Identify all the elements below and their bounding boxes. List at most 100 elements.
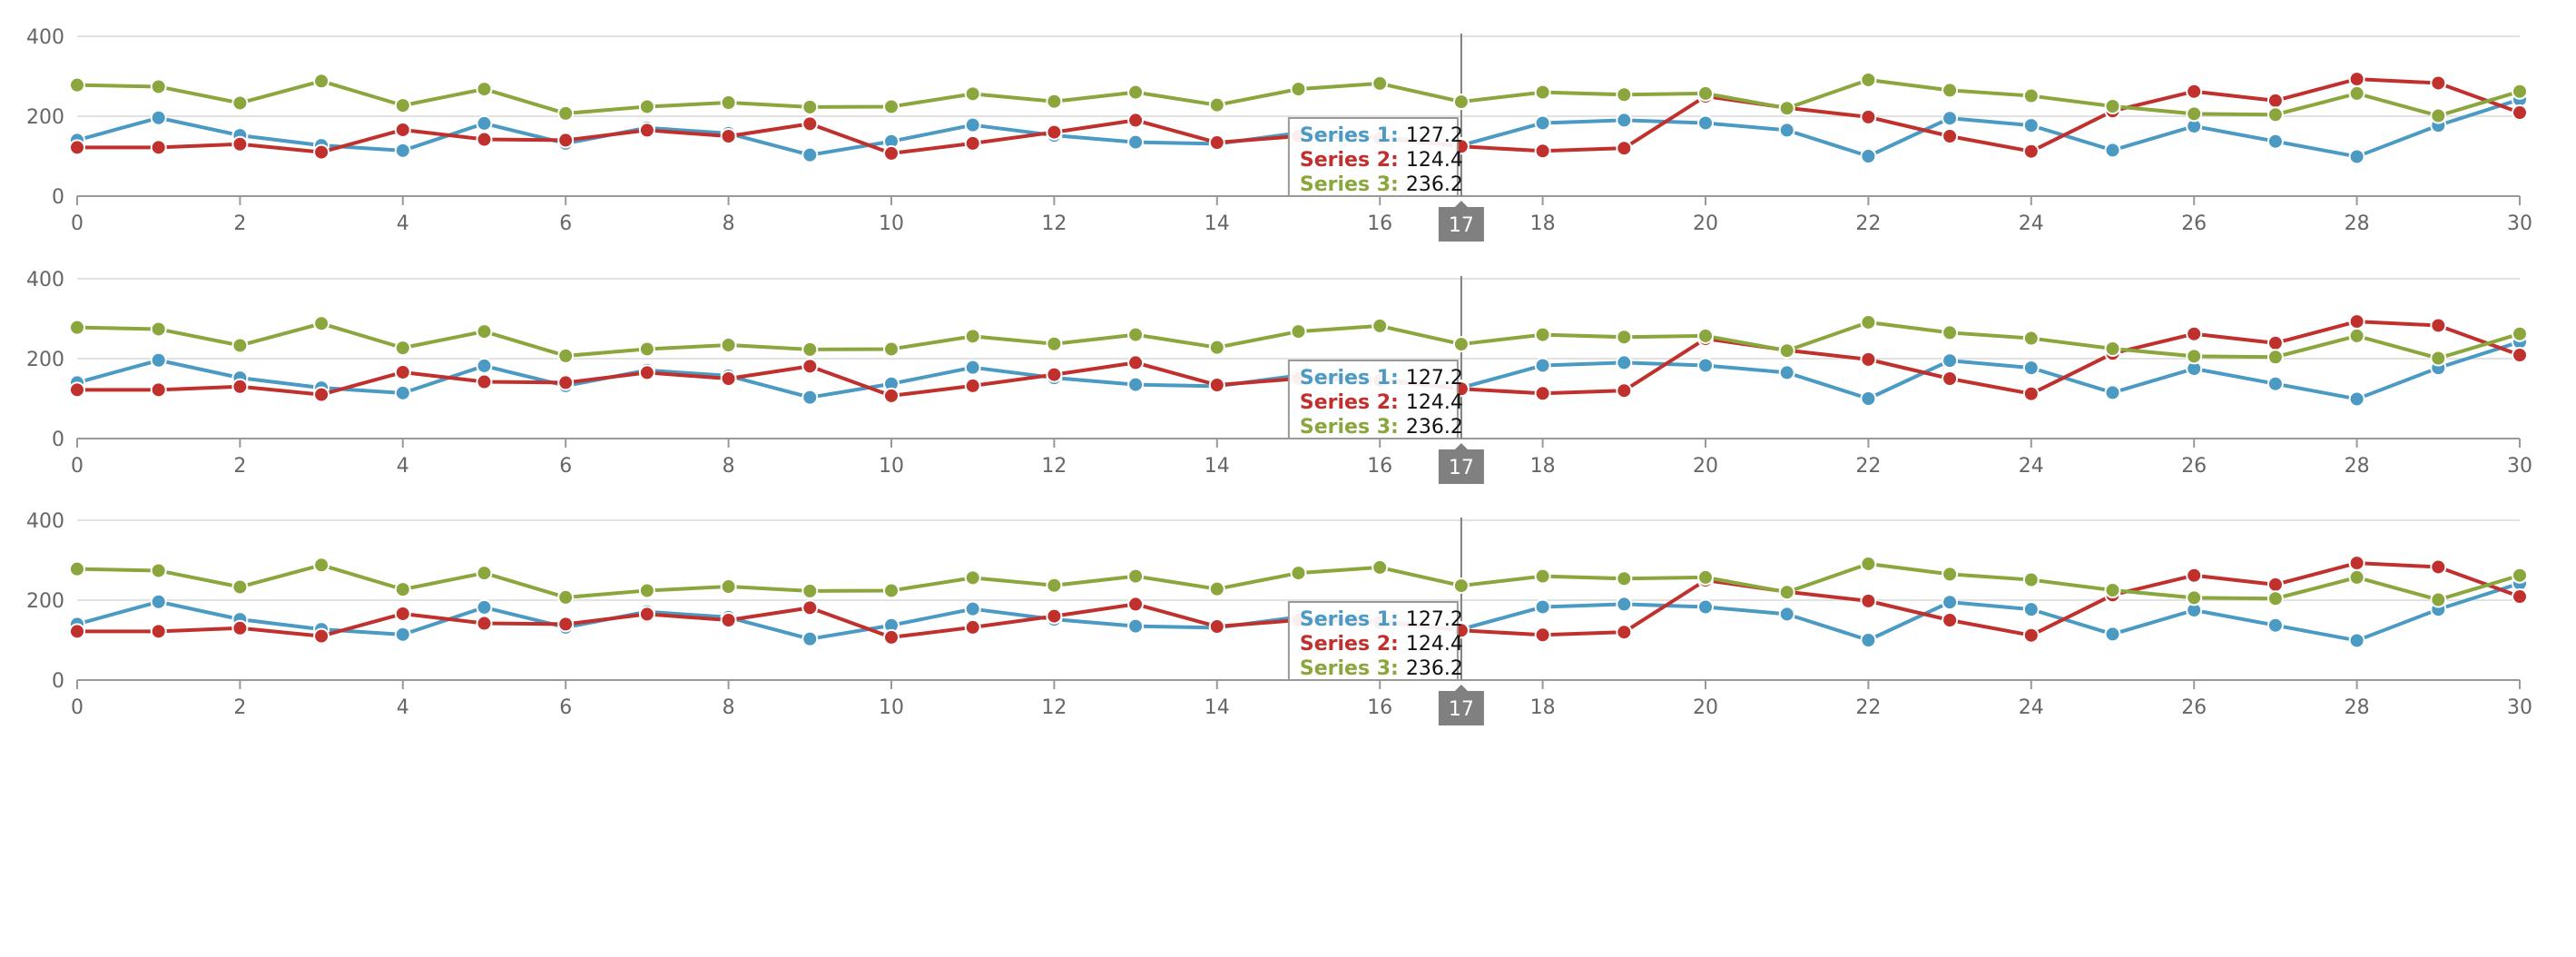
- series-3-point[interactable]: [2022, 330, 2040, 347]
- series-2-point[interactable]: [1860, 108, 1877, 125]
- series-3-point[interactable]: [2430, 591, 2447, 608]
- series-2-point[interactable]: [231, 378, 249, 395]
- series-1-point[interactable]: [1616, 112, 1633, 129]
- series-3-point[interactable]: [150, 321, 167, 338]
- series-2-point[interactable]: [2022, 626, 2040, 644]
- series-2-point[interactable]: [1046, 123, 1063, 141]
- series-3-point[interactable]: [638, 98, 655, 115]
- series-3-point[interactable]: [2430, 350, 2447, 367]
- series-2-point[interactable]: [1208, 618, 1225, 636]
- series-2-point[interactable]: [883, 144, 900, 162]
- series-2-point[interactable]: [801, 358, 819, 375]
- series-2-point[interactable]: [476, 373, 493, 390]
- series-1-point[interactable]: [1860, 148, 1877, 164]
- series-2-point[interactable]: [1860, 350, 1877, 368]
- series-3-point[interactable]: [883, 98, 900, 115]
- series-3-point[interactable]: [394, 97, 411, 114]
- series-3-point[interactable]: [1290, 323, 1307, 340]
- series-3-point[interactable]: [2266, 590, 2284, 607]
- series-2-point[interactable]: [313, 143, 330, 161]
- series-3-point[interactable]: [150, 562, 167, 579]
- series-3-point[interactable]: [964, 85, 981, 103]
- series-3-point[interactable]: [150, 78, 167, 95]
- series-2-point[interactable]: [313, 386, 330, 403]
- series-3-point[interactable]: [313, 315, 330, 332]
- series-3-point[interactable]: [69, 319, 85, 336]
- series-1-point[interactable]: [150, 351, 167, 369]
- series-3-point[interactable]: [2348, 327, 2365, 344]
- series-1-point[interactable]: [964, 600, 981, 617]
- series-2-point[interactable]: [231, 135, 249, 153]
- series-1-point[interactable]: [394, 626, 411, 643]
- series-2-point[interactable]: [1046, 607, 1063, 625]
- series-2-point[interactable]: [313, 627, 330, 645]
- series-1-point[interactable]: [394, 142, 411, 159]
- series-2-point[interactable]: [1616, 624, 1633, 641]
- series-2-point[interactable]: [2022, 385, 2040, 402]
- series-1-point[interactable]: [476, 598, 493, 616]
- series-2-point[interactable]: [1942, 370, 1959, 387]
- series-1-point[interactable]: [964, 359, 981, 376]
- series-3-point[interactable]: [964, 328, 981, 345]
- series-1-point[interactable]: [1127, 617, 1145, 635]
- series-2-point[interactable]: [150, 139, 167, 156]
- series-3-point[interactable]: [1534, 326, 1551, 343]
- series-1-point[interactable]: [2266, 133, 2284, 150]
- series-3-point[interactable]: [2186, 105, 2203, 123]
- series-3-point[interactable]: [1046, 335, 1063, 352]
- series-3-point[interactable]: [2104, 98, 2121, 114]
- series-3-point[interactable]: [2430, 107, 2447, 124]
- series-3-point[interactable]: [1942, 324, 1959, 341]
- series-2-point[interactable]: [638, 606, 655, 623]
- series-2-point[interactable]: [69, 623, 85, 640]
- series-2-point[interactable]: [69, 139, 85, 156]
- series-2-point[interactable]: [557, 132, 575, 149]
- series-1-point[interactable]: [2348, 390, 2365, 408]
- series-3-point[interactable]: [720, 578, 737, 596]
- series-2-point[interactable]: [1127, 354, 1145, 371]
- series-2-point[interactable]: [557, 616, 575, 633]
- series-2-point[interactable]: [801, 115, 819, 133]
- series-1-point[interactable]: [1534, 357, 1551, 374]
- series-3-point[interactable]: [476, 81, 493, 98]
- series-1-point[interactable]: [1127, 376, 1145, 393]
- series-3-point[interactable]: [720, 337, 737, 354]
- series-3-point[interactable]: [2266, 106, 2284, 123]
- series-2-point[interactable]: [1208, 134, 1225, 152]
- series-2-point[interactable]: [394, 121, 411, 138]
- series-2-point[interactable]: [2348, 71, 2365, 88]
- series-1-point[interactable]: [1942, 594, 1959, 611]
- series-3-point[interactable]: [1208, 580, 1225, 597]
- series-2-point[interactable]: [2512, 104, 2528, 122]
- series-3-point[interactable]: [1534, 567, 1551, 585]
- series-2-point[interactable]: [720, 612, 737, 628]
- series-3-point[interactable]: [1860, 313, 1877, 331]
- series-1-point[interactable]: [476, 357, 493, 374]
- series-2-point[interactable]: [1860, 592, 1877, 609]
- series-2-point[interactable]: [964, 377, 981, 394]
- series-3-point[interactable]: [1534, 84, 1551, 101]
- series-3-point[interactable]: [2022, 571, 2040, 588]
- series-2-point[interactable]: [638, 122, 655, 139]
- series-3-point[interactable]: [394, 340, 411, 357]
- series-3-point[interactable]: [638, 340, 655, 358]
- series-1-point[interactable]: [1778, 122, 1795, 139]
- series-3-point[interactable]: [1697, 327, 1714, 344]
- series-2-point[interactable]: [2266, 92, 2284, 109]
- series-1-point[interactable]: [394, 384, 411, 401]
- series-1-point[interactable]: [1534, 598, 1551, 616]
- series-3-point[interactable]: [1127, 326, 1145, 343]
- series-1-point[interactable]: [1697, 598, 1714, 616]
- series-3-point[interactable]: [69, 560, 85, 577]
- series-3-point[interactable]: [1452, 577, 1470, 595]
- series-3-point[interactable]: [557, 347, 575, 364]
- series-2-point[interactable]: [1616, 140, 1633, 157]
- series-3-point[interactable]: [720, 94, 737, 112]
- series-3-point[interactable]: [883, 340, 900, 358]
- series-1-point[interactable]: [2022, 601, 2040, 618]
- series-2-point[interactable]: [476, 615, 493, 632]
- series-1-point[interactable]: [2022, 117, 2040, 134]
- series-1-point[interactable]: [2104, 384, 2121, 401]
